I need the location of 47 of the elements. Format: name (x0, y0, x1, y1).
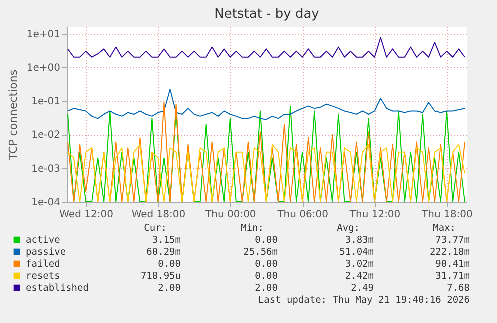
y-tick-label: 1e-02 (32, 130, 60, 142)
y-axis-title: TCP connections (6, 70, 20, 162)
y-tick-label: 1e-03 (32, 164, 60, 175)
text: 2.49 (351, 283, 374, 294)
text: 0.00 (255, 271, 278, 282)
legend-label: resets (26, 271, 60, 282)
y-tick-label: 1e-01 (32, 96, 60, 108)
y-tick-label: 1e+00 (26, 62, 60, 74)
x-tick-label: Thu 06:00 (276, 210, 328, 220)
legend-label: established (26, 283, 89, 294)
legend-label: passive (26, 247, 66, 258)
text: 7.68 (447, 283, 470, 294)
x-tick-label: Thu 12:00 (348, 210, 401, 220)
x-tick-label: Thu 00:00 (204, 210, 256, 220)
text: 3.15m (152, 235, 182, 246)
text: 0.00 (255, 235, 278, 246)
legend-label: active (26, 235, 61, 246)
text: 2.42m (345, 271, 374, 282)
y-tick-label: 1e-04 (32, 198, 60, 208)
text: Avg: (337, 223, 360, 234)
x-tick-label: Thu 18:00 (421, 210, 473, 220)
line-series (68, 144, 466, 202)
text: 31.71m (436, 271, 470, 282)
legend-label: failed (26, 259, 60, 270)
y-tick-label: 1e+01 (26, 29, 60, 40)
text: 3.83m (345, 235, 374, 246)
text: 90.41m (436, 259, 470, 270)
text: 3.02m (345, 259, 374, 270)
x-tick-label: Wed 18:00 (132, 210, 186, 220)
text: 60.29m (146, 247, 182, 258)
text: Last update: Thu May 21 19:40:16 2026 (258, 295, 470, 306)
text: 51.04m (340, 247, 374, 258)
text: 2.00 (158, 283, 182, 294)
text: 0.00 (158, 259, 182, 270)
text: 2.00 (255, 283, 278, 294)
line-series (68, 88, 466, 120)
text: 73.77m (436, 235, 470, 246)
text: 718.95u (140, 271, 181, 282)
text: Max: (433, 223, 456, 234)
x-tick-label: Wed 12:00 (60, 210, 114, 220)
text: Cur: (144, 223, 167, 234)
text: 222.18m (430, 247, 470, 258)
line-series (68, 37, 466, 58)
text: 25.56m (244, 247, 278, 258)
text: 0.00 (255, 259, 278, 270)
chart-title: Netstat - by day (214, 7, 320, 22)
text: Min: (241, 223, 264, 234)
